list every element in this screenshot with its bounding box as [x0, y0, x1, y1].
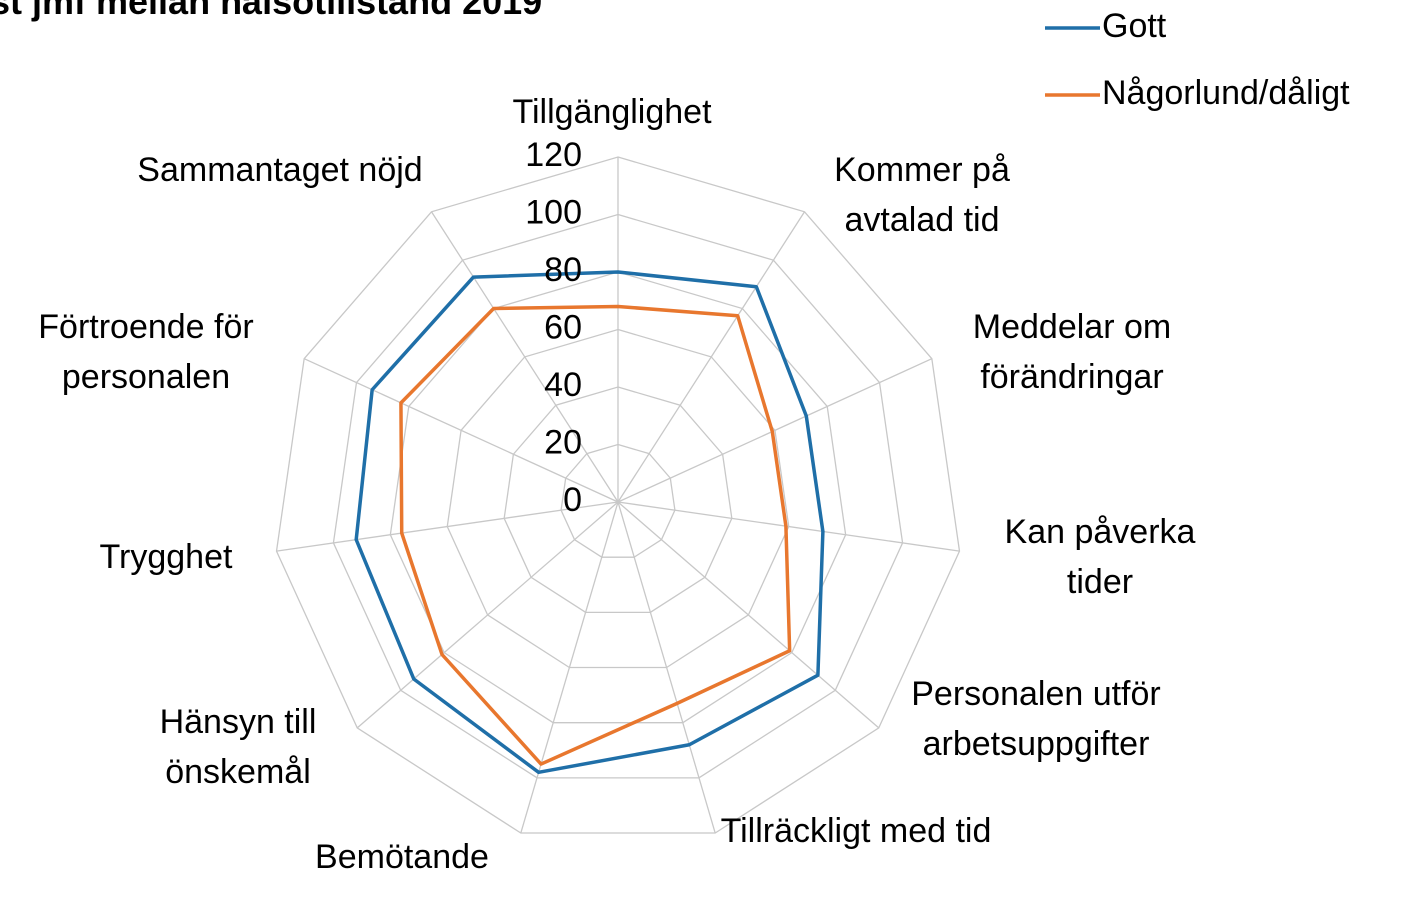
category-label: Hänsyn till önskemål: [159, 703, 317, 791]
tick-label: 0: [563, 481, 582, 519]
category-label: Kan påverka tider: [1004, 513, 1196, 601]
category-label: Meddelar om förändringar: [972, 308, 1172, 396]
category-label: Tillgänglighet: [512, 93, 712, 131]
spoke: [617, 501, 716, 834]
legend-label: Någorlund/dåligt: [1102, 74, 1350, 112]
spoke: [617, 358, 933, 503]
grid-ring: [446, 328, 790, 669]
category-label: Sammantaget nöjd: [137, 151, 423, 189]
series-line: [354, 270, 825, 775]
category-label: Förtroende för personalen: [38, 308, 254, 396]
tick-label: 20: [544, 423, 582, 461]
spoke: [356, 501, 619, 729]
series-line: [399, 304, 792, 766]
category-label: Trygghet: [99, 538, 233, 576]
category-label: Kommer på avtalad tid: [834, 151, 1010, 239]
category-label: Tillräckligt med tid: [720, 812, 992, 850]
grid-ring: [503, 386, 733, 613]
grid-ring: [332, 213, 904, 779]
category-label: Personalen utför arbetsuppgifter: [911, 675, 1161, 763]
spoke: [303, 358, 619, 503]
grid-ring: [560, 443, 676, 558]
grid-ring: [389, 271, 847, 724]
tick-label: 120: [525, 136, 582, 174]
spoke: [617, 501, 960, 552]
legend-label: Gott: [1102, 7, 1167, 45]
grid-ring: [275, 156, 961, 834]
spoke: [276, 501, 619, 552]
spoke: [520, 501, 619, 834]
tick-label: 80: [544, 251, 582, 289]
tick-label: 60: [544, 308, 582, 346]
spoke: [430, 211, 619, 503]
spoke: [617, 501, 880, 729]
tick-label: 40: [544, 366, 582, 404]
chart-title: st jmf mellan hälsotillstånd 2019: [0, 0, 542, 22]
category-label: Bemötande: [315, 838, 489, 876]
tick-label: 100: [525, 193, 582, 231]
spoke: [617, 211, 806, 503]
